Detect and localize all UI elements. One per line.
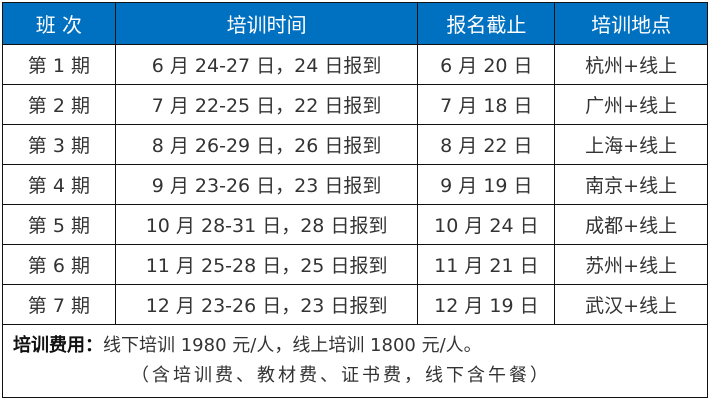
location-cell: 杭州+线上	[554, 44, 708, 85]
location-cell: 广州+线上	[554, 84, 708, 125]
fee-cell: 培训费用：线下培训 1980 元/人，线上培训 1800 元/人。 （含培训费、…	[2, 324, 708, 398]
deadline-cell: 11 月 21 日	[417, 244, 556, 285]
class-cell: 第 2 期	[2, 84, 116, 125]
header-deadline: 报名截止	[417, 2, 556, 45]
class-cell: 第 4 期	[2, 164, 116, 205]
time-cell: 8 月 26-29 日，26 日报到	[114, 124, 419, 165]
location-cell: 南京+线上	[554, 164, 708, 205]
header-class: 班 次	[2, 2, 116, 45]
location-cell: 武汉+线上	[554, 284, 708, 325]
time-cell: 9 月 23-26 日，23 日报到	[114, 164, 419, 205]
table-row: 第 5 期 10 月 28-31 日，28 日报到 10 月 24 日成都+线上	[2, 204, 708, 245]
fee-row: 培训费用：线下培训 1980 元/人，线上培训 1800 元/人。 （含培训费、…	[2, 324, 708, 398]
class-cell: 第 3 期	[2, 124, 116, 165]
time-cell: 7 月 22-25 日，22 日报到	[114, 84, 419, 125]
deadline-cell: 10 月 24 日	[417, 204, 556, 245]
time-cell: 11 月 25-28 日，25 日报到	[114, 244, 419, 285]
header-row: 班 次 培训时间 报名截止 培训地点	[2, 2, 708, 45]
header-location: 培训地点	[554, 2, 708, 45]
location-cell: 苏州+线上	[554, 244, 708, 285]
fee-text: 线下培训 1980 元/人，线上培训 1800 元/人。	[103, 335, 482, 356]
fee-note: （含培训费、教材费、证书费，线下含午餐）	[131, 365, 551, 386]
deadline-cell: 6 月 20 日	[417, 44, 556, 85]
deadline-cell: 8 月 22 日	[417, 124, 556, 165]
deadline-cell: 12 月 19 日	[417, 284, 556, 325]
table-row: 第 6 期 11 月 25-28 日，25 日报到 11 月 21 日苏州+线上	[2, 244, 708, 285]
class-cell: 第 5 期	[2, 204, 116, 245]
location-cell: 成都+线上	[554, 204, 708, 245]
table-row: 第 7 期 12 月 23-26 日，23 日报到 12 月 19 日武汉+线上	[2, 284, 708, 325]
fee-label: 培训费用：	[13, 335, 103, 356]
time-cell: 12 月 23-26 日，23 日报到	[114, 284, 419, 325]
header-time: 培训时间	[114, 2, 419, 45]
class-cell: 第 7 期	[2, 284, 116, 325]
time-cell: 10 月 28-31 日，28 日报到	[114, 204, 419, 245]
deadline-cell: 9 月 19 日	[417, 164, 556, 205]
location-cell: 上海+线上	[554, 124, 708, 165]
class-cell: 第 6 期	[2, 244, 116, 285]
deadline-cell: 7 月 18 日	[417, 84, 556, 125]
class-cell: 第 1 期	[2, 44, 116, 85]
time-cell: 6 月 24-27 日，24 日报到	[114, 44, 419, 85]
